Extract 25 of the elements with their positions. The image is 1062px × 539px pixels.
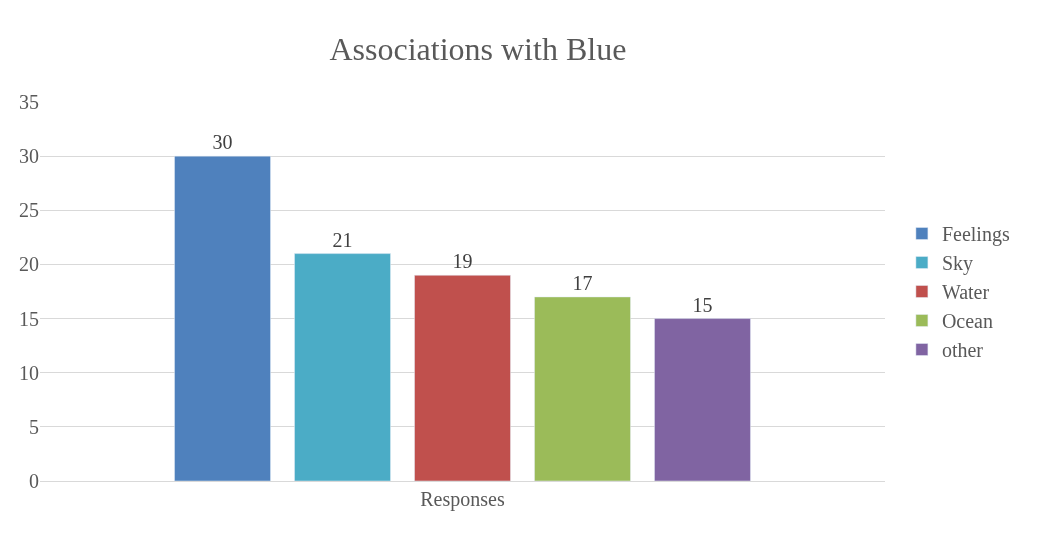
chart-title: Associations with Blue	[329, 30, 627, 67]
y-tick-label: 10	[19, 361, 39, 384]
x-tick-label: Responses	[420, 488, 505, 511]
data-label: 15	[692, 293, 713, 316]
data-label: 17	[572, 271, 593, 294]
legend-label: Water	[941, 281, 990, 304]
legend-label: Ocean	[941, 310, 993, 333]
bar	[174, 155, 271, 481]
y-tick-label: 25	[19, 199, 39, 222]
bar	[654, 318, 751, 481]
y-tick-label: 30	[19, 145, 39, 168]
bar	[414, 275, 511, 481]
y-tick-label: 15	[19, 307, 39, 330]
y-tick-label: 0	[29, 470, 39, 492]
y-tick-label: 5	[29, 415, 39, 438]
data-label: 30	[212, 131, 233, 154]
legend-label: other	[941, 339, 984, 362]
data-label: 19	[452, 250, 473, 273]
legend-label: Feelings	[941, 223, 1010, 247]
legend-label: Sky	[941, 252, 974, 276]
bar	[294, 253, 391, 481]
bar	[534, 296, 631, 481]
y-tick-label: 35	[19, 91, 39, 113]
data-label: 21	[332, 228, 353, 251]
y-tick-label: 20	[19, 253, 39, 276]
